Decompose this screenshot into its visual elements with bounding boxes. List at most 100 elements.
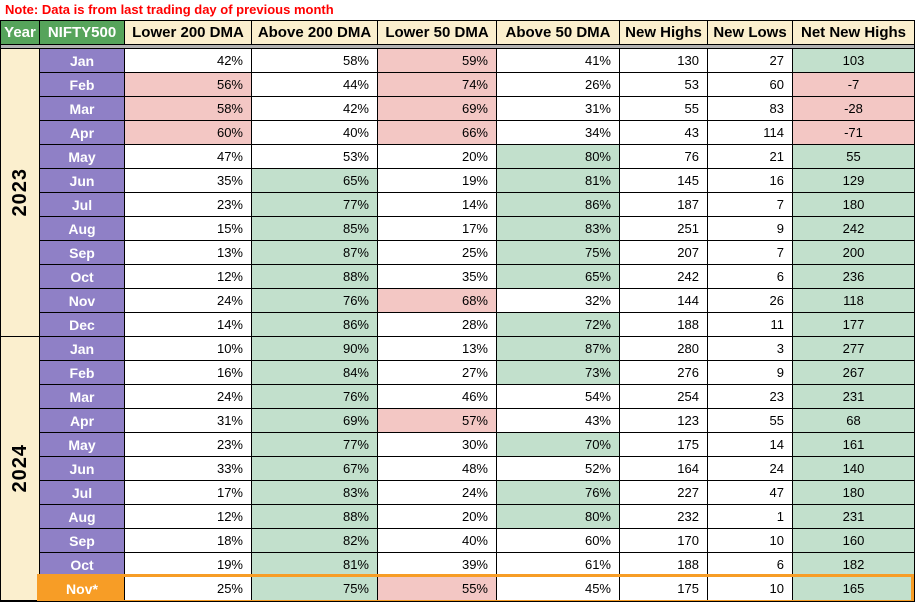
- data-cell-2024-feb-lower-50-dma[interactable]: 27%: [378, 361, 496, 384]
- data-cell-2023-aug-above-50-dma[interactable]: 83%: [497, 217, 619, 240]
- data-cell-2024-may-net-new-highs[interactable]: 161: [793, 433, 914, 456]
- data-cell-2024-jul-net-new-highs[interactable]: 180: [793, 481, 914, 504]
- data-cell-2023-feb-new-highs[interactable]: 53: [620, 73, 707, 96]
- data-cell-2023-mar-above-50-dma[interactable]: 31%: [497, 97, 619, 120]
- data-cell-2023-jul-above-50-dma[interactable]: 86%: [497, 193, 619, 216]
- month-cell-2024-may[interactable]: May: [40, 433, 124, 456]
- data-cell-2024-may-lower-200-dma[interactable]: 23%: [125, 433, 251, 456]
- data-cell-2023-may-lower-200-dma[interactable]: 47%: [125, 145, 251, 168]
- month-cell-2023-jul[interactable]: Jul: [40, 193, 124, 216]
- data-cell-2024-jan-above-200-dma[interactable]: 90%: [252, 337, 377, 360]
- data-cell-2023-jun-net-new-highs[interactable]: 129: [793, 169, 914, 192]
- data-cell-2023-dec-new-highs[interactable]: 188: [620, 313, 707, 336]
- data-cell-2024-apr-lower-200-dma[interactable]: 31%: [125, 409, 251, 432]
- col-header-nifty500[interactable]: NIFTY500: [40, 21, 124, 44]
- data-cell-2024-aug-net-new-highs[interactable]: 231: [793, 505, 914, 528]
- data-cell-2023-aug-net-new-highs[interactable]: 242: [793, 217, 914, 240]
- data-cell-2024-jan-new-highs[interactable]: 280: [620, 337, 707, 360]
- data-cell-2023-feb-above-50-dma[interactable]: 26%: [497, 73, 619, 96]
- data-cell-2024-apr-above-50-dma[interactable]: 43%: [497, 409, 619, 432]
- data-cell-2023-may-new-lows[interactable]: 21: [708, 145, 792, 168]
- data-cell-2023-nov-lower-50-dma[interactable]: 68%: [378, 289, 496, 312]
- data-cell-2023-jul-lower-200-dma[interactable]: 23%: [125, 193, 251, 216]
- col-header-above-200-dma[interactable]: Above 200 DMA: [252, 21, 377, 44]
- month-cell-2024-mar[interactable]: Mar: [40, 385, 124, 408]
- data-cell-2024-aug-new-highs[interactable]: 232: [620, 505, 707, 528]
- month-cell-2024-apr[interactable]: Apr: [40, 409, 124, 432]
- data-cell-2023-jan-net-new-highs[interactable]: 103: [793, 49, 914, 72]
- data-cell-2023-jan-lower-50-dma[interactable]: 59%: [378, 49, 496, 72]
- data-cell-2023-dec-above-50-dma[interactable]: 72%: [497, 313, 619, 336]
- month-cell-2024-feb[interactable]: Feb: [40, 361, 124, 384]
- month-cell-2023-jan[interactable]: Jan: [40, 49, 124, 72]
- data-cell-2024-mar-above-200-dma[interactable]: 76%: [252, 385, 377, 408]
- data-cell-2024-feb-above-50-dma[interactable]: 73%: [497, 361, 619, 384]
- month-cell-2024-nov[interactable]: Nov*: [40, 577, 124, 600]
- data-cell-2023-jun-above-200-dma[interactable]: 65%: [252, 169, 377, 192]
- year-cell-2024[interactable]: 2024: [1, 337, 39, 600]
- data-cell-2024-feb-new-highs[interactable]: 276: [620, 361, 707, 384]
- data-cell-2024-jul-new-highs[interactable]: 227: [620, 481, 707, 504]
- data-cell-2024-jul-new-lows[interactable]: 47: [708, 481, 792, 504]
- data-cell-2024-apr-lower-50-dma[interactable]: 57%: [378, 409, 496, 432]
- data-cell-2024-apr-above-200-dma[interactable]: 69%: [252, 409, 377, 432]
- data-cell-2024-jan-lower-200-dma[interactable]: 10%: [125, 337, 251, 360]
- data-cell-2023-nov-above-200-dma[interactable]: 76%: [252, 289, 377, 312]
- data-cell-2024-oct-new-lows[interactable]: 6: [708, 553, 792, 576]
- data-cell-2023-mar-lower-50-dma[interactable]: 69%: [378, 97, 496, 120]
- month-cell-2023-dec[interactable]: Dec: [40, 313, 124, 336]
- data-cell-2023-may-new-highs[interactable]: 76: [620, 145, 707, 168]
- data-cell-2024-oct-lower-50-dma[interactable]: 39%: [378, 553, 496, 576]
- data-cell-2024-mar-lower-200-dma[interactable]: 24%: [125, 385, 251, 408]
- data-cell-2023-aug-new-highs[interactable]: 251: [620, 217, 707, 240]
- data-cell-2024-nov-lower-50-dma[interactable]: 55%: [378, 577, 496, 600]
- data-cell-2023-may-lower-50-dma[interactable]: 20%: [378, 145, 496, 168]
- data-cell-2024-feb-net-new-highs[interactable]: 267: [793, 361, 914, 384]
- data-cell-2024-sep-new-highs[interactable]: 170: [620, 529, 707, 552]
- month-cell-2024-sep[interactable]: Sep: [40, 529, 124, 552]
- data-cell-2023-jul-above-200-dma[interactable]: 77%: [252, 193, 377, 216]
- month-cell-2024-jun[interactable]: Jun: [40, 457, 124, 480]
- data-cell-2024-jan-new-lows[interactable]: 3: [708, 337, 792, 360]
- data-cell-2024-feb-above-200-dma[interactable]: 84%: [252, 361, 377, 384]
- data-cell-2023-dec-above-200-dma[interactable]: 86%: [252, 313, 377, 336]
- data-cell-2023-jan-lower-200-dma[interactable]: 42%: [125, 49, 251, 72]
- data-cell-2024-may-above-50-dma[interactable]: 70%: [497, 433, 619, 456]
- data-cell-2024-apr-net-new-highs[interactable]: 68: [793, 409, 914, 432]
- data-cell-2023-dec-net-new-highs[interactable]: 177: [793, 313, 914, 336]
- data-cell-2024-jul-lower-50-dma[interactable]: 24%: [378, 481, 496, 504]
- data-cell-2023-apr-lower-50-dma[interactable]: 66%: [378, 121, 496, 144]
- year-cell-2023[interactable]: 2023: [1, 49, 39, 336]
- col-header-net-new-highs[interactable]: Net New Highs: [793, 21, 914, 44]
- month-cell-2023-aug[interactable]: Aug: [40, 217, 124, 240]
- data-cell-2023-jun-new-highs[interactable]: 145: [620, 169, 707, 192]
- data-cell-2023-oct-above-200-dma[interactable]: 88%: [252, 265, 377, 288]
- data-cell-2023-sep-new-lows[interactable]: 7: [708, 241, 792, 264]
- data-cell-2023-jul-net-new-highs[interactable]: 180: [793, 193, 914, 216]
- col-header-above-50-dma[interactable]: Above 50 DMA: [497, 21, 619, 44]
- data-cell-2024-jan-above-50-dma[interactable]: 87%: [497, 337, 619, 360]
- data-cell-2024-mar-net-new-highs[interactable]: 231: [793, 385, 914, 408]
- month-cell-2023-jun[interactable]: Jun: [40, 169, 124, 192]
- month-cell-2023-nov[interactable]: Nov: [40, 289, 124, 312]
- data-cell-2023-apr-lower-200-dma[interactable]: 60%: [125, 121, 251, 144]
- data-cell-2024-nov-above-200-dma[interactable]: 75%: [252, 577, 377, 600]
- data-cell-2024-mar-lower-50-dma[interactable]: 46%: [378, 385, 496, 408]
- data-cell-2024-may-above-200-dma[interactable]: 77%: [252, 433, 377, 456]
- data-cell-2024-jun-above-200-dma[interactable]: 67%: [252, 457, 377, 480]
- data-cell-2023-aug-lower-50-dma[interactable]: 17%: [378, 217, 496, 240]
- data-cell-2023-apr-above-200-dma[interactable]: 40%: [252, 121, 377, 144]
- month-cell-2023-feb[interactable]: Feb: [40, 73, 124, 96]
- data-cell-2024-aug-above-50-dma[interactable]: 80%: [497, 505, 619, 528]
- data-cell-2024-jul-lower-200-dma[interactable]: 17%: [125, 481, 251, 504]
- col-header-new-highs[interactable]: New Highs: [620, 21, 707, 44]
- data-cell-2023-jul-lower-50-dma[interactable]: 14%: [378, 193, 496, 216]
- data-cell-2024-jun-lower-200-dma[interactable]: 33%: [125, 457, 251, 480]
- data-cell-2023-mar-new-highs[interactable]: 55: [620, 97, 707, 120]
- data-cell-2024-feb-new-lows[interactable]: 9: [708, 361, 792, 384]
- data-cell-2023-dec-lower-50-dma[interactable]: 28%: [378, 313, 496, 336]
- data-cell-2023-nov-lower-200-dma[interactable]: 24%: [125, 289, 251, 312]
- data-cell-2024-may-new-lows[interactable]: 14: [708, 433, 792, 456]
- data-cell-2024-jun-lower-50-dma[interactable]: 48%: [378, 457, 496, 480]
- data-cell-2023-oct-new-lows[interactable]: 6: [708, 265, 792, 288]
